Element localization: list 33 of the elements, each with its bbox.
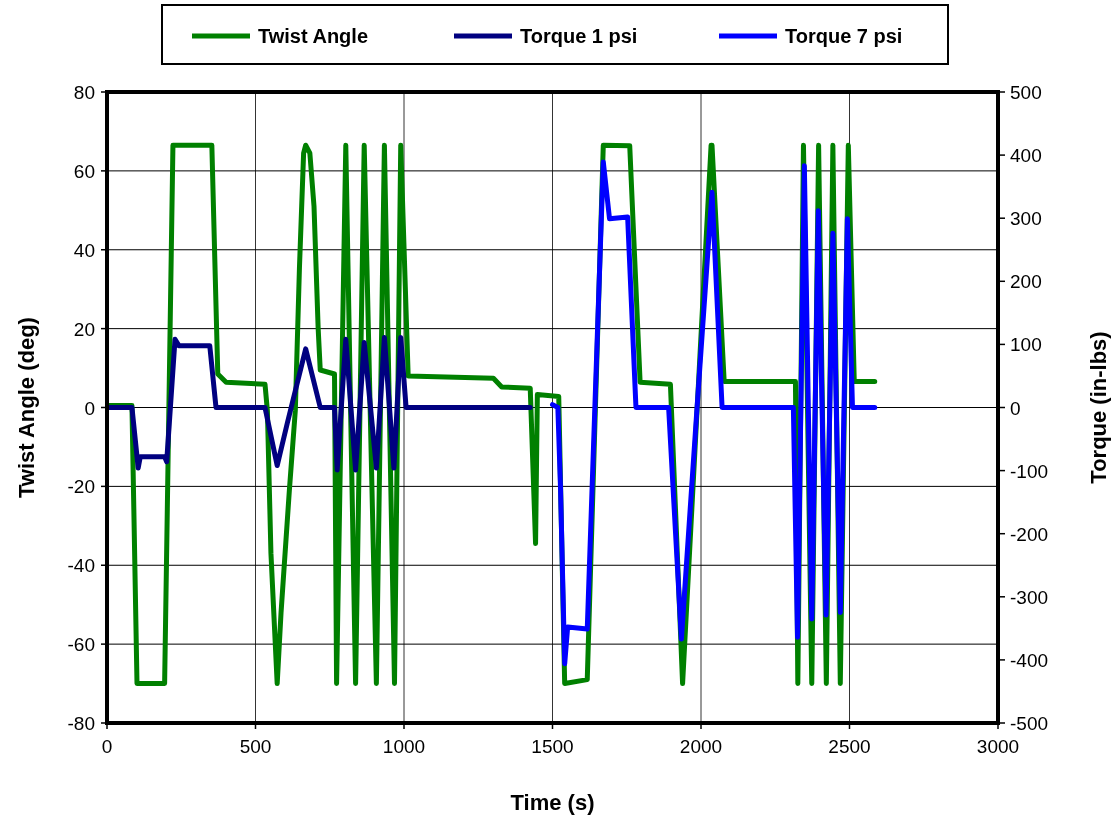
y2-tick-label: -500 bbox=[1010, 713, 1049, 734]
legend-label: Twist Angle bbox=[258, 25, 368, 47]
x-tick-label: 500 bbox=[239, 736, 272, 757]
legend-label: Torque 1 psi bbox=[520, 25, 638, 47]
y-tick-label: 20 bbox=[73, 318, 95, 340]
x-tick-label: 3000 bbox=[976, 736, 1020, 757]
y-tick-label: 40 bbox=[73, 239, 95, 261]
y-tick-label: -80 bbox=[67, 713, 95, 734]
y2-tick-label: 200 bbox=[1010, 271, 1042, 293]
legend-label: Torque 7 psi bbox=[785, 25, 903, 47]
y2-tick-label: -200 bbox=[1010, 523, 1049, 545]
y-axis-title: Twist Angle (deg) bbox=[14, 317, 39, 498]
y-tick-label: 0 bbox=[84, 397, 95, 419]
x-tick-label: 2500 bbox=[828, 736, 871, 757]
y-tick-label: -60 bbox=[67, 634, 95, 656]
x-tick-label: 2000 bbox=[679, 736, 723, 757]
y2-tick-label: 400 bbox=[1010, 145, 1042, 167]
y-tick-label: 80 bbox=[73, 82, 95, 103]
y2-tick-label: -100 bbox=[1010, 460, 1049, 482]
y2-tick-label: 500 bbox=[1010, 82, 1042, 103]
y2-tick-label: 100 bbox=[1010, 334, 1042, 356]
x-axis-title: Time (s) bbox=[510, 790, 595, 815]
y-tick-label: -40 bbox=[67, 555, 95, 577]
y2-axis-title: Torque (in-lbs) bbox=[1086, 331, 1111, 484]
y2-tick-label: 300 bbox=[1010, 208, 1042, 230]
x-tick-label: 1500 bbox=[531, 736, 574, 757]
y2-tick-label: -400 bbox=[1010, 649, 1049, 671]
x-tick-label: 1000 bbox=[382, 736, 426, 757]
y-tick-label: -20 bbox=[67, 476, 95, 498]
y2-tick-label: 0 bbox=[1010, 397, 1021, 419]
y2-tick-label: -300 bbox=[1010, 586, 1049, 608]
x-tick-label: 0 bbox=[101, 736, 113, 757]
y-tick-label: 60 bbox=[73, 160, 95, 182]
